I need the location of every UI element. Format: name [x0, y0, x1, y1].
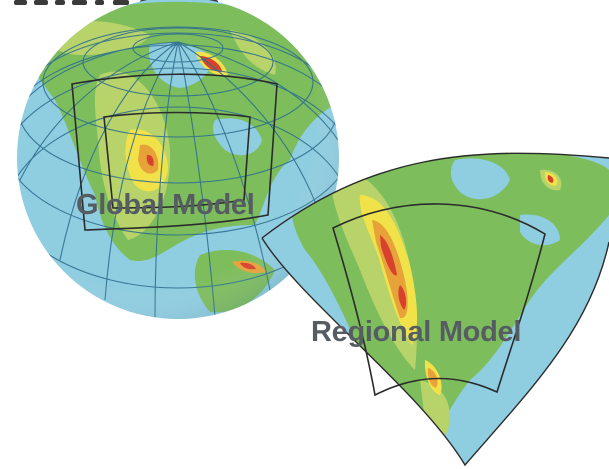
regional-model-map [261, 152, 609, 467]
regional-model-label: Regional Model [311, 316, 522, 348]
global-model-label: Global Model [76, 189, 255, 221]
global-outer-box [71, 73, 278, 231]
global-model-globe [17, 0, 339, 319]
regional-domain-outline [261, 152, 609, 467]
global-inner-box [103, 111, 251, 209]
regional-inner-box [332, 203, 546, 397]
